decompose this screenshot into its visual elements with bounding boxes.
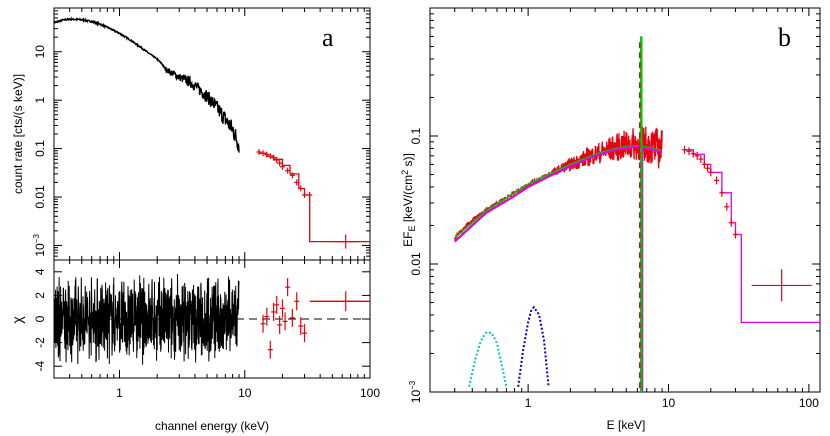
panel-b-soft-component-1 (468, 331, 508, 387)
panel-b-unfolded-data (454, 126, 663, 241)
panel-b-hard-model (684, 149, 820, 324)
panel-b-y-label-main: EF (401, 232, 415, 247)
panel-b-y-label-units: [keV/(cm (401, 175, 415, 226)
panel-b-x-axis-label: E [keV] (607, 418, 646, 432)
panel-a-resid-y-tick-label: 2 (33, 292, 47, 299)
panel-a-x-axis-label: channel energy (keV) (155, 419, 269, 433)
panel-a-y-tick-exponent: −3 (32, 234, 41, 244)
panel-b-y-tick-label: 0.01 (409, 252, 423, 276)
panel-b-x-tick-label: 100 (799, 396, 819, 410)
panel-b-ticks: 1 10 100 10−3 0.01 0.1 (408, 7, 820, 410)
panel-b-x-tick-label: 1 (525, 396, 532, 410)
panel-a-resid-y-tick-label: 4 (33, 268, 47, 275)
panel-b-data (453, 36, 820, 392)
panel-b-y-label-tail: s)] (401, 153, 415, 170)
panel-a-soft-spectrum (53, 16, 240, 153)
panel-a-residual-data (53, 273, 370, 365)
panel-a-resid-y-tick-label: -4 (33, 361, 47, 372)
panel-a-soft-residuals (53, 273, 240, 365)
panel-a-y-tick-label: 1 (33, 96, 47, 103)
panel-b-soft-component-2 (517, 305, 550, 387)
panel-a-residual-y-label: χ (9, 316, 25, 324)
panel-a-residual-ticks: 1 10 100 -4 -2 0 2 4 (33, 260, 380, 400)
panel-b-y-label-sub: E (407, 226, 417, 232)
panel-a-bot-x-tick-label: 100 (360, 386, 380, 400)
panel-b-y-tick-exponent: −3 (408, 380, 417, 390)
panel-a-y-tick-label: 10 (33, 45, 47, 59)
panel-b-continuum-component (454, 144, 663, 239)
panel-a-resid-y-tick-label: -2 (33, 337, 47, 348)
panel-a-y-tick-label: 10−3 (32, 234, 47, 257)
panel-a-top-ticks: 10−3 0.01 0.1 1 10 (32, 7, 371, 261)
panel-a-y-axis-label: count rate [cts/(s keV)] (11, 74, 25, 194)
panel-a-spectrum: 10−3 0.01 0.1 1 10 1 10 100 -4 -2 0 2 4 a channel e… (9, 7, 380, 433)
panel-a-y-tick-label: 0.1 (33, 140, 47, 157)
panel-b-frame (429, 7, 821, 393)
panel-a-hard-model (259, 152, 370, 243)
panel-a-resid-y-tick-label: 0 (33, 315, 47, 322)
panel-b-unfolded-spectrum: 1 10 100 10−3 0.01 0.1 b E [keV] EFE [keV/(cm… (400, 7, 821, 432)
panel-b-y-tick-label: 10−3 (408, 380, 423, 403)
panel-a-bot-x-tick-label: 1 (116, 386, 123, 400)
panel-a-letter: a (322, 23, 334, 52)
panel-b-y-axis-label: EFE [keV/(cm2 s)] (400, 153, 417, 247)
panel-b-y-tick-label: 0.1 (409, 127, 423, 144)
panel-b-y-label-sup: 2 (400, 170, 410, 175)
panel-b-x-tick-label: 10 (662, 396, 676, 410)
panel-a-data (53, 16, 370, 249)
panel-a-y-tick-label: 0.01 (33, 185, 47, 209)
panel-b-total-model (453, 145, 663, 243)
panel-a-bot-x-tick-label: 10 (238, 386, 252, 400)
panel-b-letter: b (778, 23, 791, 52)
